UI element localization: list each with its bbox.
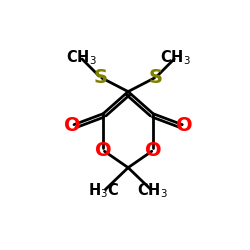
Text: S: S <box>149 68 163 87</box>
Text: H$_3$C: H$_3$C <box>88 182 120 200</box>
Text: S: S <box>93 68 107 87</box>
Text: O: O <box>176 116 192 135</box>
Text: CH$_3$: CH$_3$ <box>137 182 168 200</box>
Text: O: O <box>64 116 80 135</box>
Text: O: O <box>145 141 162 160</box>
Text: O: O <box>95 141 112 160</box>
Text: CH$_3$: CH$_3$ <box>66 48 96 67</box>
Text: CH$_3$: CH$_3$ <box>160 48 191 67</box>
